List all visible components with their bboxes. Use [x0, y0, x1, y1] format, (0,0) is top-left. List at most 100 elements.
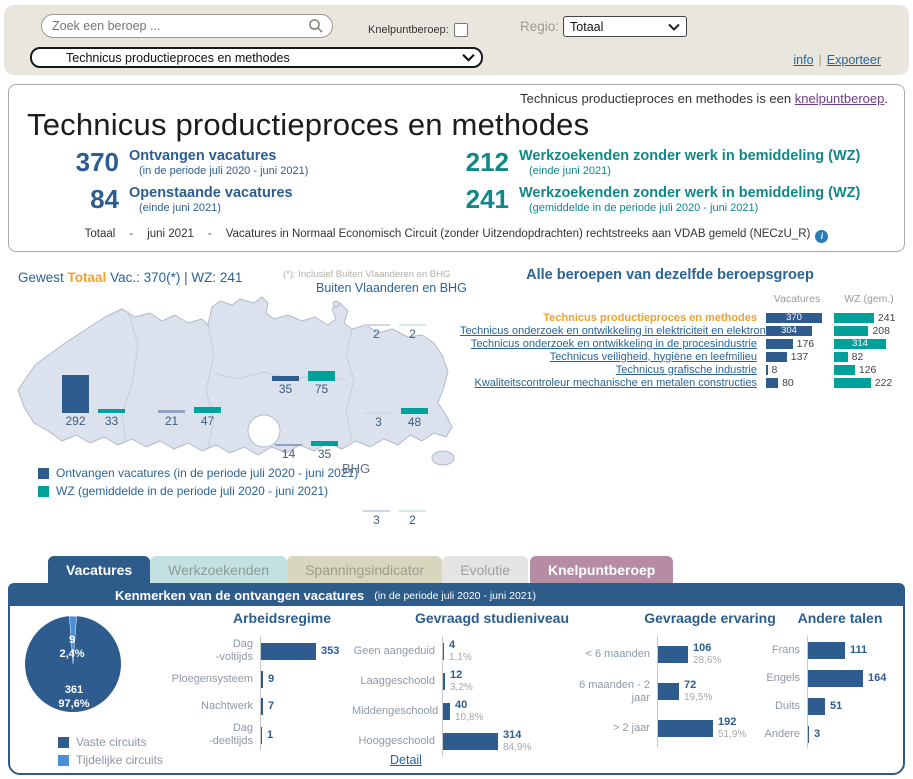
bar-pct: 10,8% — [455, 711, 484, 723]
bar — [658, 720, 713, 737]
stat-text: Werkzoekenden zonder werk in bemiddeling… — [519, 185, 860, 214]
wz-bar: 314 — [834, 338, 886, 349]
bar-values: 4 1,1% — [449, 639, 472, 663]
chart-row: Hooggeschoold 314 84,9% — [352, 726, 567, 757]
bar — [443, 642, 444, 660]
wz-value: 82 — [851, 350, 864, 363]
stat-text: Openstaande vacatures (einde juni 2021) — [129, 184, 293, 214]
bar — [443, 672, 445, 690]
bar-value: 111 — [850, 643, 868, 656]
bar-values: 1 — [267, 729, 273, 742]
bar-value: 35 — [278, 382, 293, 396]
link-separator: | — [818, 53, 822, 67]
regio-label: Regio: — [520, 19, 560, 34]
wz-bar — [834, 325, 869, 336]
search-input[interactable] — [50, 18, 308, 34]
beroep-link[interactable]: Technicus productieproces en methodes — [543, 311, 757, 324]
bar-pct: 1,1% — [449, 651, 472, 663]
tab-knelpuntberoep[interactable]: Knelpuntberoep — [530, 556, 674, 583]
tab-werkzoekenden[interactable]: Werkzoekenden — [150, 556, 288, 583]
export-link[interactable]: Exporteer — [826, 53, 881, 67]
bhg-label: BHG — [342, 461, 371, 476]
chart-row-label: Ploegensysteem — [171, 673, 253, 686]
search-icon[interactable] — [308, 18, 324, 34]
map-bar-pair: 21 47 — [158, 407, 221, 428]
chart-row-plot: 12 3,2% — [442, 666, 567, 697]
bar-value: 35 — [317, 447, 332, 461]
knelpuntberoep-checkbox[interactable] — [453, 23, 468, 37]
bar — [658, 646, 688, 663]
map-bar-pair: 14 35 — [275, 441, 338, 461]
legend-swatch — [58, 754, 69, 766]
vac-cell: 304 — [763, 325, 831, 336]
chart-row-plot: 192 51,9% — [657, 710, 773, 747]
map-wz-bar: 2 — [399, 510, 426, 527]
bar-pct: 3,2% — [450, 681, 473, 693]
vac-value: 176 — [796, 337, 815, 350]
beroep-row: Technicus veiligheid, hygiëne en leefmil… — [460, 350, 907, 363]
beroep-link[interactable]: Technicus grafische industrie — [615, 363, 757, 376]
bar — [261, 726, 262, 744]
bar — [808, 725, 809, 743]
vac-cell: 8 — [763, 364, 831, 376]
stat-value: 212 — [465, 147, 509, 177]
bar-value: 2 — [409, 327, 416, 341]
beroep-link[interactable]: Kwaliteitscontroleur mechanische en meta… — [474, 376, 757, 389]
vac-bar — [766, 351, 787, 362]
chart-row: Andere 3 — [740, 720, 900, 748]
stat-value: 84 — [90, 183, 119, 214]
bar — [808, 669, 863, 687]
svg-text:361: 361 — [65, 684, 83, 696]
map-vac-bar: 3 — [363, 510, 390, 527]
bar — [363, 324, 390, 326]
tab-evolutie[interactable]: Evolutie — [442, 556, 528, 583]
bar — [808, 641, 845, 659]
bar — [194, 407, 221, 413]
knelpuntberoep-link[interactable]: knelpuntberoep — [794, 91, 885, 106]
bar-values: 72 19,5% — [684, 679, 712, 703]
info-icon[interactable]: i — [815, 230, 829, 243]
detail-link[interactable]: Detail — [390, 753, 422, 767]
beroep-link[interactable]: Technicus onderzoek en ontwikkeling in d… — [470, 337, 757, 350]
chart-row-label: Engels — [766, 671, 800, 684]
map-vac-bar: 3 — [365, 412, 392, 429]
pie-legend: Vaste circuits Tijdelijke circuits — [58, 735, 163, 771]
chart-row-label: Duits — [774, 699, 800, 712]
tab-spanningsindicator[interactable]: Spanningsindicator — [287, 556, 443, 583]
map-vac-bar: 2 — [363, 324, 390, 341]
profession-select[interactable]: Technicus productieproces en methodes — [30, 47, 483, 68]
panel-header: Kenmerken van de ontvangen vacatures (in… — [10, 585, 903, 606]
vac-cell: 370 — [763, 312, 831, 323]
bar-values: 12 3,2% — [450, 669, 473, 693]
map-vac-bar: 14 — [275, 444, 302, 461]
bar — [261, 698, 263, 715]
wz-bar — [834, 377, 871, 388]
wz-value: 222 — [874, 376, 893, 389]
tab-vacatures[interactable]: Vacatures — [48, 556, 151, 583]
map-wz-bar: 47 — [194, 407, 221, 428]
bar — [365, 412, 392, 414]
map-section: Gewest Totaal Vac.: 370(*) | WZ: 241 (*)… — [0, 255, 913, 555]
chart-row-label: Andere — [764, 727, 800, 740]
profession-selected-value: Technicus productieproces en methodes — [66, 50, 290, 65]
stats-grid: 370 Ontvangen vacatures (in de periode jul… — [39, 147, 879, 214]
top-toolbar: Knelpuntberoep: Regio: Totaal Technicus … — [4, 5, 909, 75]
bar-values: 3 — [814, 728, 820, 741]
regio-select[interactable]: Totaal — [563, 16, 688, 37]
bar-values: 164 — [868, 672, 886, 685]
vac-value: 137 — [790, 350, 809, 363]
beroep-link[interactable]: Technicus veiligheid, hygiëne en leefmil… — [549, 350, 757, 363]
beroep-link[interactable]: Technicus onderzoek en ontwikkeling in e… — [460, 324, 780, 337]
search-box[interactable] — [41, 14, 333, 38]
profession-header-card: Technicus productieproces en methodes is… — [8, 84, 905, 252]
bar-values: 106 28,6% — [693, 642, 721, 666]
map-vac-bar: 35 — [272, 376, 299, 396]
stat-label: Openstaande vacatures — [129, 184, 293, 201]
info-link[interactable]: info — [793, 53, 814, 67]
legend-label: Vaste circuits — [76, 735, 147, 749]
beroepsgroep-columns: Vacatures WZ (gem.) — [763, 293, 907, 305]
legend-item: Ontvangen vacatures (in de periode juli … — [38, 466, 358, 480]
map-wz-bar: 48 — [401, 408, 428, 429]
chart-row-label: Frans — [771, 643, 800, 656]
